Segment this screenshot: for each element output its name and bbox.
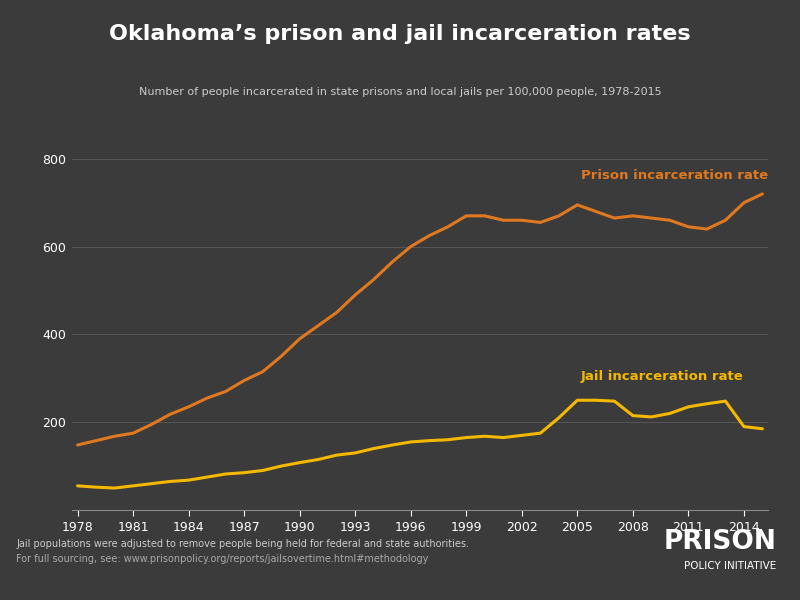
Text: For full sourcing, see: www.prisonpolicy.org/reports/jailsovertime.html#methodol: For full sourcing, see: www.prisonpolicy…: [16, 554, 428, 564]
Text: POLICY INITIATIVE: POLICY INITIATIVE: [684, 561, 776, 571]
Text: Prison incarceration rate: Prison incarceration rate: [581, 169, 768, 182]
Text: Oklahoma’s prison and jail incarceration rates: Oklahoma’s prison and jail incarceration…: [109, 24, 691, 44]
Text: Jail incarceration rate: Jail incarceration rate: [581, 370, 744, 383]
Text: PRISON: PRISON: [663, 529, 776, 555]
Text: Jail populations were adjusted to remove people being held for federal and state: Jail populations were adjusted to remove…: [16, 539, 469, 549]
Text: Number of people incarcerated in state prisons and local jails per 100,000 peopl: Number of people incarcerated in state p…: [138, 87, 662, 97]
